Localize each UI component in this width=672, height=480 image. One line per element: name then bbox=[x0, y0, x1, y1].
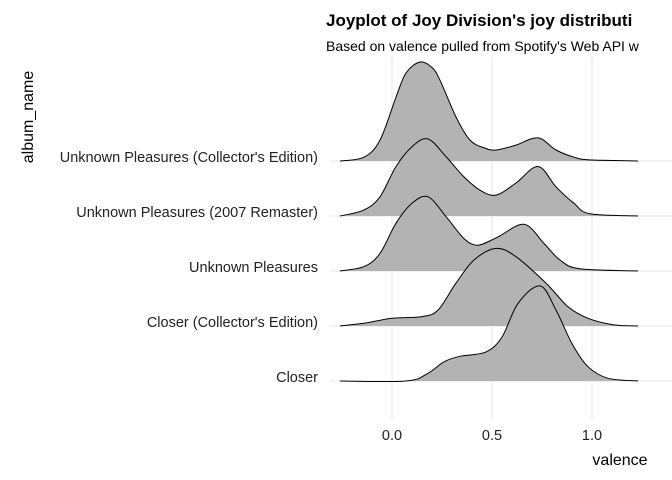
ridge-fill bbox=[340, 138, 638, 216]
ridges bbox=[339, 61, 639, 383]
ridge-line bbox=[339, 138, 639, 217]
ridge-fill bbox=[340, 248, 638, 326]
ridge-unknown-pleasures-2007-remaster bbox=[339, 138, 639, 217]
x-tick-labels: 0.0 0.5 1.0 bbox=[382, 428, 602, 444]
x-axis-title: valence bbox=[592, 452, 647, 469]
ridge-unknown-pleasures-collector-s-edition bbox=[339, 61, 639, 162]
ridge-fill bbox=[340, 196, 638, 271]
x-tick-label: 0.0 bbox=[382, 428, 402, 444]
ridge-fill bbox=[340, 285, 638, 382]
y-axis-title: album_name bbox=[20, 71, 37, 164]
chart-subtitle: Based on valence pulled from Spotify's W… bbox=[326, 38, 640, 54]
ridge-line bbox=[339, 195, 639, 272]
ridge-closer-collector-s-edition bbox=[339, 247, 639, 327]
y-tick-label: Unknown Pleasures bbox=[189, 260, 318, 276]
x-tick-label: 1.0 bbox=[582, 428, 602, 444]
ridge-line bbox=[339, 285, 639, 383]
ridge-closer bbox=[339, 285, 639, 383]
y-tick-labels: Closer Closer (Collector's Edition) Unknow… bbox=[60, 150, 318, 386]
ridge-unknown-pleasures bbox=[339, 195, 639, 272]
ridge-line bbox=[339, 61, 639, 162]
chart-title: Joyplot of Joy Division's joy distributi bbox=[326, 11, 632, 30]
y-tick-label: Closer bbox=[276, 370, 318, 386]
y-tick-label: Closer (Collector's Edition) bbox=[147, 315, 318, 331]
y-tick-label: Unknown Pleasures (2007 Remaster) bbox=[76, 205, 318, 221]
x-tick-label: 0.5 bbox=[482, 428, 502, 444]
y-tick-label: Unknown Pleasures (Collector's Edition) bbox=[60, 150, 318, 166]
ridge-fill bbox=[340, 61, 638, 161]
ridge-line bbox=[339, 247, 639, 327]
